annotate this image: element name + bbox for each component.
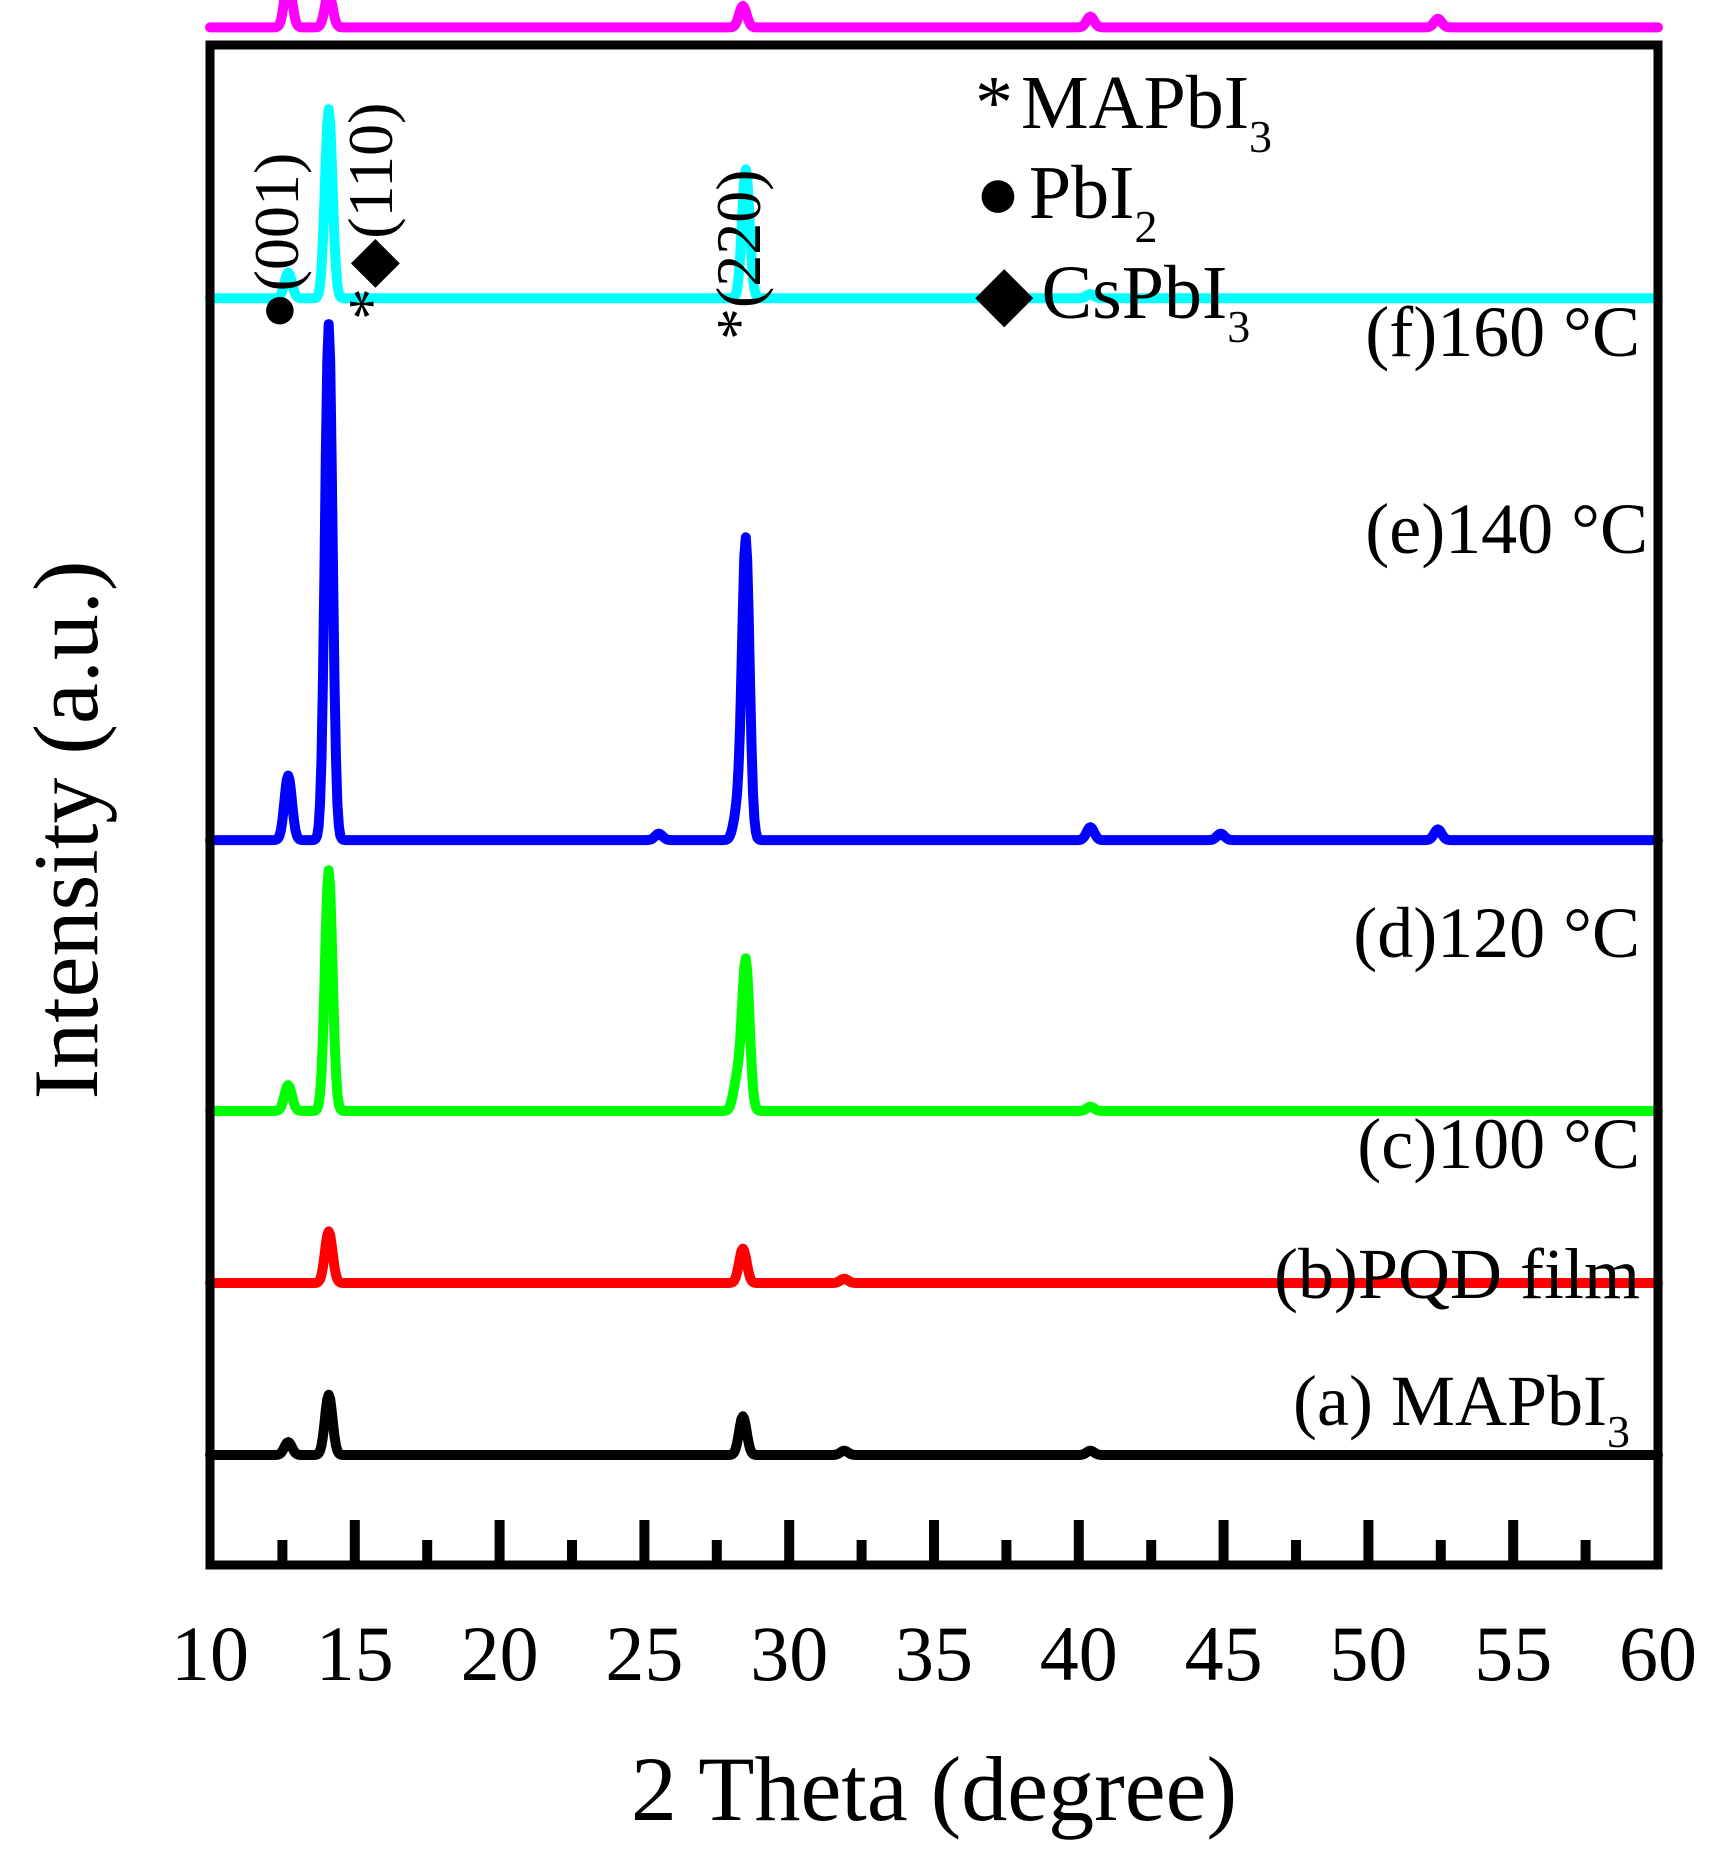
x-tick-label: 10 xyxy=(171,1610,249,1697)
series-line-c xyxy=(205,865,1663,1116)
plot-frame xyxy=(205,40,1663,1570)
x-tick-label: 40 xyxy=(1040,1610,1118,1697)
x-axis-ticks xyxy=(277,1520,1591,1565)
series-layer xyxy=(205,0,1663,1460)
x-tick-label: 20 xyxy=(461,1610,539,1697)
legend-item: * MAPbI3 xyxy=(975,61,1272,162)
x-tick-label: 25 xyxy=(605,1610,683,1697)
peak-label: ●(001) xyxy=(241,153,312,330)
x-tick-label: 45 xyxy=(1185,1610,1263,1697)
series-labels: (a) MAPbI3 (b)PQD film (c)100 °C (d)120 °C (… xyxy=(1274,292,1648,1457)
peak-annotations: ●(001) *◆(110) *(220) xyxy=(241,103,774,340)
series-line-a xyxy=(205,1389,1663,1460)
y-axis-title: Intensity (a.u.) xyxy=(15,560,117,1099)
x-tick-label: 60 xyxy=(1619,1610,1697,1697)
peak-label: *◆(110) xyxy=(335,103,406,320)
legend-item: ● PbI2 xyxy=(975,151,1157,252)
x-tick-label: 50 xyxy=(1329,1610,1407,1697)
series-line-f xyxy=(205,0,1663,33)
series-label-a: (a) MAPbI3 xyxy=(1293,1361,1630,1457)
x-tick-label: 30 xyxy=(750,1610,828,1697)
x-axis-tick-labels: 10 15 20 25 30 35 40 45 50 55 60 xyxy=(171,1610,1697,1697)
series-line-e xyxy=(205,104,1663,304)
x-tick-label: 35 xyxy=(895,1610,973,1697)
legend-item: ◆ CsPbI3 xyxy=(975,251,1250,352)
series-label-b: (b)PQD film xyxy=(1274,1234,1640,1314)
peak-label: *(220) xyxy=(703,169,774,340)
series-label-e: (e)140 °C xyxy=(1365,489,1648,569)
series-line-b xyxy=(205,1226,1663,1288)
series-line-d xyxy=(205,319,1663,846)
series-label-c: (c)100 °C xyxy=(1357,1104,1640,1184)
legend: * MAPbI3● PbI2◆ CsPbI3 xyxy=(975,61,1272,352)
x-axis-title: 2 Theta (degree) xyxy=(631,1738,1237,1840)
x-tick-label: 15 xyxy=(316,1610,394,1697)
series-label-f: (f)160 °C xyxy=(1365,292,1640,372)
x-tick-label: 55 xyxy=(1474,1610,1552,1697)
series-label-d: (d)120 °C xyxy=(1353,893,1640,973)
